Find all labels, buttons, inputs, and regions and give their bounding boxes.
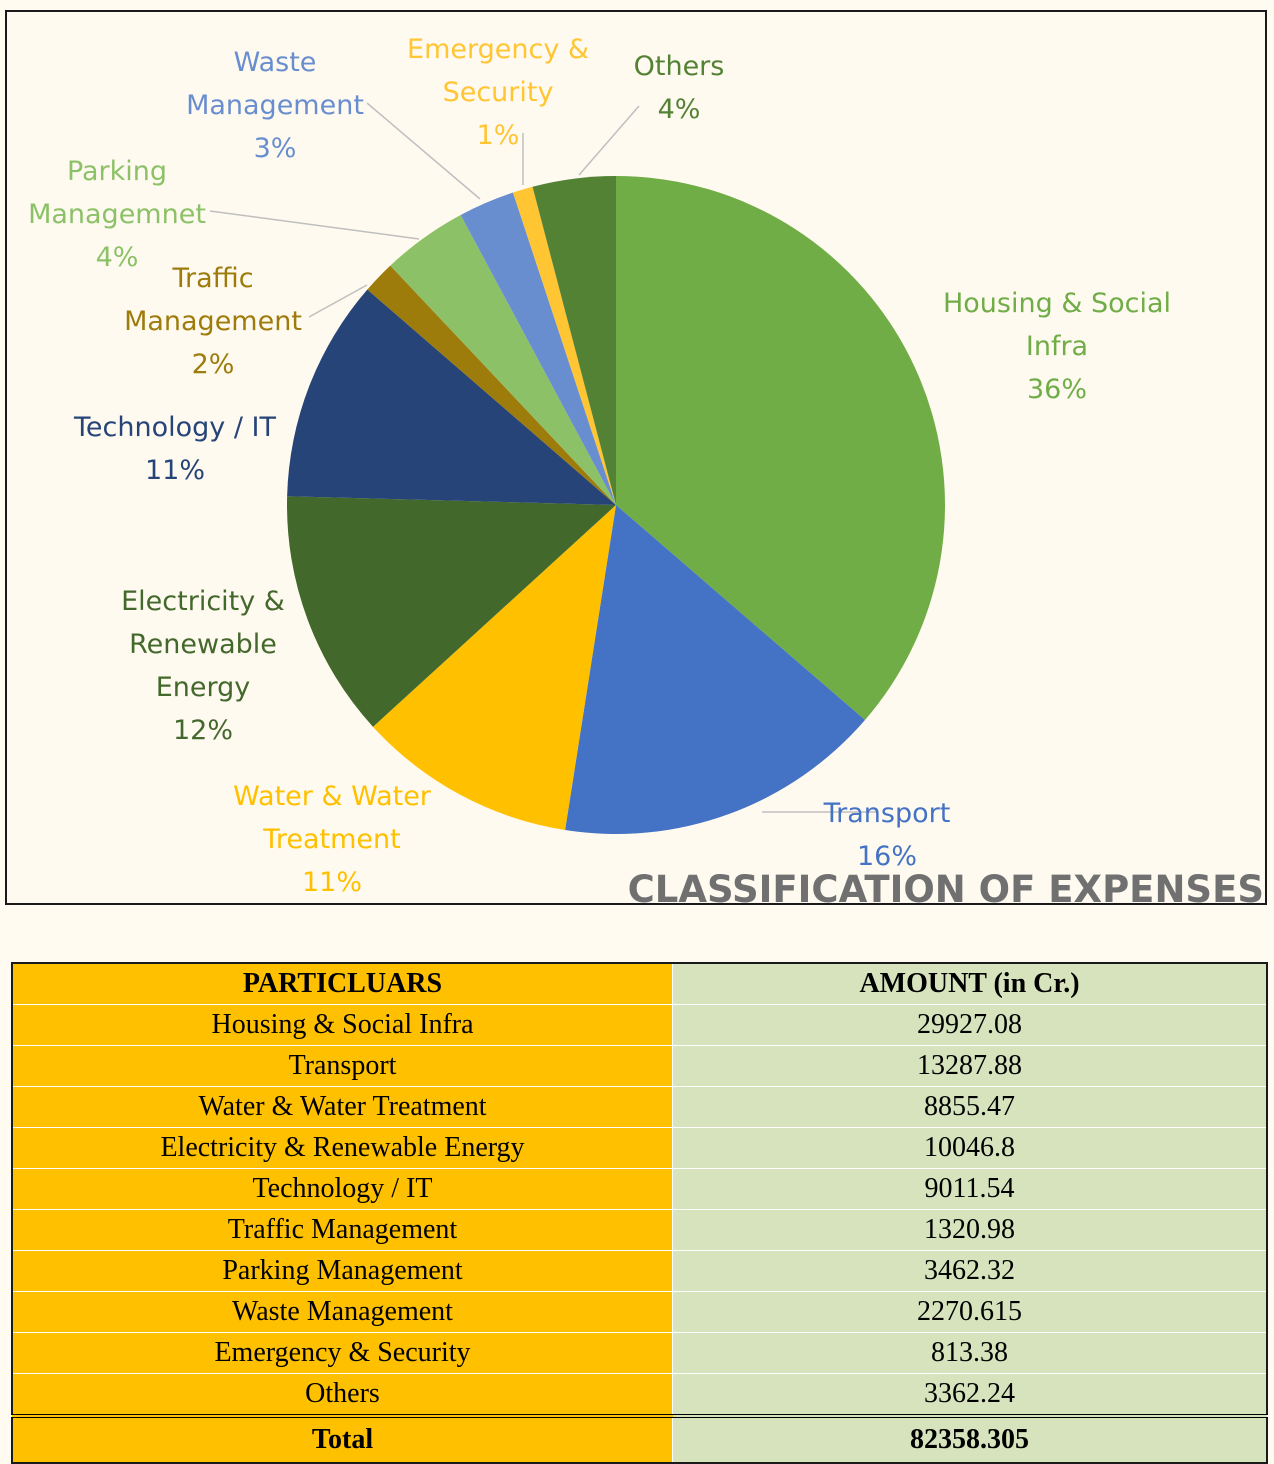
slice-name-label-4: Renewable: [129, 629, 277, 660]
amount-cell: 13287.88: [672, 1045, 1268, 1087]
slice-name-label-2: Transport: [823, 798, 951, 829]
header-particulars: PARTICLUARS: [12, 963, 673, 1005]
slice-name-label-1: Infra: [1026, 331, 1088, 362]
slice-percent-label-10: 4%: [658, 94, 701, 125]
amount-cell: 2270.615: [672, 1291, 1268, 1333]
particular-cell: Others: [12, 1373, 673, 1417]
pie-slice-9: [512, 186, 616, 506]
particular-cell: Housing & Social Infra: [12, 1004, 673, 1046]
slice-percent-label-6: 2%: [192, 349, 235, 380]
slice-name-label-9: Security: [443, 77, 554, 108]
pie-chart-frame: Housing & Social Infra 36% Transport 16% Wate…: [5, 10, 1267, 905]
pie-slice-10: [532, 176, 616, 505]
slice-name-label-5: Technology / IT: [73, 412, 276, 443]
particular-cell: Technology / IT: [12, 1168, 673, 1210]
table-body: Housing & Social Infra 29927.08 Transport 1…: [12, 1004, 1268, 1464]
table-row: Waste Management 2270.615: [12, 1291, 1268, 1333]
total-label-cell: Total: [12, 1414, 673, 1464]
particular-cell: Water & Water Treatment: [12, 1086, 673, 1128]
pie-chart: Housing & Social Infra 36% Transport 16% Wate…: [28, 34, 1264, 903]
leader-lines: [209, 102, 877, 813]
pie-slice-7: [390, 214, 616, 505]
slice-name-label-6: Traffic: [171, 263, 253, 294]
table-row: Parking Management 3462.32: [12, 1250, 1268, 1292]
slice-labels: Housing & Social Infra 36% Transport 16% Wate…: [28, 34, 1171, 898]
slice-name-label-7: Parking: [67, 156, 167, 187]
table-row: Electricity & Renewable Energy 10046.8: [12, 1127, 1268, 1169]
pie-slice-5: [287, 289, 616, 505]
table-row: Water & Water Treatment 8855.47: [12, 1086, 1268, 1128]
particular-cell: Transport: [12, 1045, 673, 1087]
pie-slice-2: [565, 505, 865, 834]
leader-line-10: [578, 105, 640, 176]
amount-cell: 3462.32: [672, 1250, 1268, 1292]
slice-percent-label-1: 36%: [1027, 374, 1087, 405]
slice-name-label-6: Management: [124, 306, 302, 337]
amount-cell: 10046.8: [672, 1127, 1268, 1169]
pie-slices: [286, 176, 945, 834]
pie-slice-6: [367, 265, 616, 505]
amount-cell: 3362.24: [672, 1373, 1268, 1417]
table-row: Emergency & Security 813.38: [12, 1332, 1268, 1374]
particular-cell: Traffic Management: [12, 1209, 673, 1251]
slice-name-label-10: Others: [634, 51, 725, 82]
slice-name-label-4: Energy: [156, 672, 251, 703]
slice-name-label-8: Management: [186, 90, 364, 121]
leader-line-8: [366, 102, 481, 200]
pie-slice-4: [286, 496, 616, 727]
expenses-table: PARTICLUARS AMOUNT (in Cr.) Housing & So…: [11, 962, 1268, 1464]
slice-name-label-1: Housing & Social: [943, 288, 1171, 319]
table-total-row: Total 82358.305: [12, 1414, 1268, 1464]
slice-name-label-8: Waste: [234, 47, 317, 78]
particular-cell: Emergency & Security: [12, 1332, 673, 1374]
table-header-row: PARTICLUARS AMOUNT (in Cr.): [12, 963, 1268, 1005]
slice-percent-label-3: 11%: [302, 867, 362, 898]
particular-cell: Electricity & Renewable Energy: [12, 1127, 673, 1169]
table-row: Housing & Social Infra 29927.08: [12, 1004, 1268, 1046]
particular-cell: Waste Management: [12, 1291, 673, 1333]
pie-slice-1: [616, 176, 945, 721]
amount-cell: 813.38: [672, 1332, 1268, 1374]
table-row: Traffic Management 1320.98: [12, 1209, 1268, 1251]
slice-percent-label-5: 11%: [145, 455, 205, 486]
amount-cell: 29927.08: [672, 1004, 1268, 1046]
amount-cell: 8855.47: [672, 1086, 1268, 1128]
total-amount-cell: 82358.305: [672, 1414, 1268, 1464]
table-row: Technology / IT 9011.54: [12, 1168, 1268, 1210]
amount-cell: 9011.54: [672, 1168, 1268, 1210]
slice-percent-label-2: 16%: [857, 841, 917, 872]
leader-line-7: [209, 210, 420, 240]
slice-percent-label-8: 3%: [254, 133, 297, 164]
slice-name-label-3: Water & Water: [233, 781, 432, 812]
pie-slice-3: [373, 505, 616, 831]
table-row: Others 3362.24: [12, 1373, 1268, 1417]
amount-cell: 1320.98: [672, 1209, 1268, 1251]
slice-percent-label-4: 12%: [173, 715, 233, 746]
slice-name-label-3: Treatment: [262, 824, 400, 855]
slice-percent-label-7: 4%: [96, 242, 139, 273]
table-row: Transport 13287.88: [12, 1045, 1268, 1087]
slice-name-label-9: Emergency &: [407, 34, 589, 65]
slice-name-label-4: Electricity &: [121, 586, 285, 617]
chart-title: CLASSIFICATION OF EXPENSES: [628, 868, 1264, 903]
slice-percent-label-9: 1%: [477, 120, 520, 151]
pie-slice-8: [460, 192, 616, 505]
leader-line-6: [308, 284, 368, 318]
slice-name-label-7: Managemnet: [28, 199, 206, 230]
particular-cell: Parking Management: [12, 1250, 673, 1292]
header-amount: AMOUNT (in Cr.): [672, 963, 1268, 1005]
